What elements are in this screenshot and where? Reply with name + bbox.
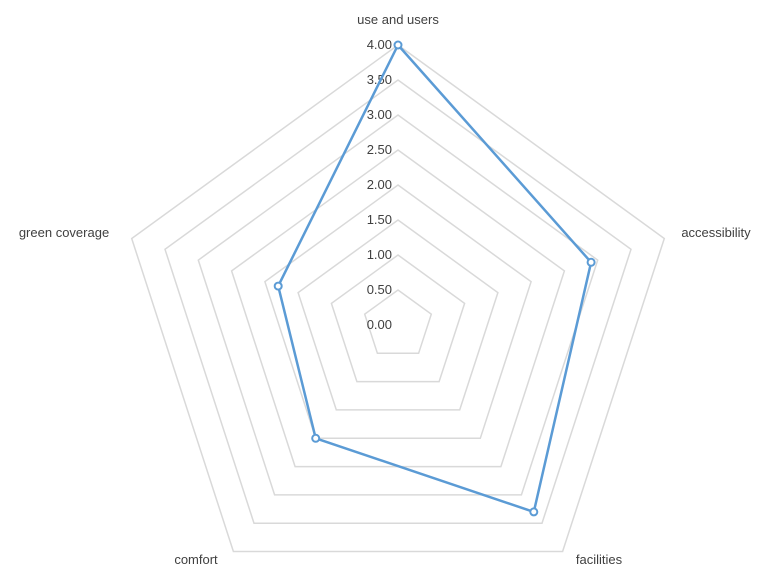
data-point — [311, 433, 321, 443]
grid-ring — [130, 44, 666, 553]
axis-label: comfort — [174, 552, 218, 567]
data-point — [393, 40, 403, 50]
axis-label: facilities — [576, 552, 623, 567]
tick-label: 0.00 — [367, 317, 392, 332]
tick-label: 1.50 — [367, 212, 392, 227]
grid-ring — [363, 289, 433, 355]
series-layer — [273, 40, 596, 517]
tick-label: 3.00 — [367, 107, 392, 122]
grid-layer — [130, 44, 666, 553]
tick-label: 2.50 — [367, 142, 392, 157]
grid-ring — [297, 219, 499, 411]
tick-label: 4.00 — [367, 37, 392, 52]
tick-label: 1.00 — [367, 247, 392, 262]
grid-ring — [197, 114, 599, 496]
axis-label: use and users — [357, 12, 439, 27]
axis-label: accessibility — [681, 225, 751, 240]
tick-label: 0.50 — [367, 282, 392, 297]
grid-ring — [164, 79, 632, 524]
grid-ring — [230, 149, 566, 468]
tick-label: 2.00 — [367, 177, 392, 192]
series-line — [276, 43, 593, 514]
tick-layer: 0.00 0.50 1.00 1.50 2.00 2.50 3.00 3.50 4.00 — [367, 37, 392, 332]
axis-label-layer: use and users accessibility facilities comf… — [19, 12, 751, 567]
data-point — [529, 507, 539, 517]
data-point — [273, 281, 283, 291]
tick-label: 3.50 — [367, 72, 392, 87]
data-point — [586, 257, 596, 267]
grid-ring — [330, 254, 466, 383]
axis-label: green coverage — [19, 225, 109, 240]
